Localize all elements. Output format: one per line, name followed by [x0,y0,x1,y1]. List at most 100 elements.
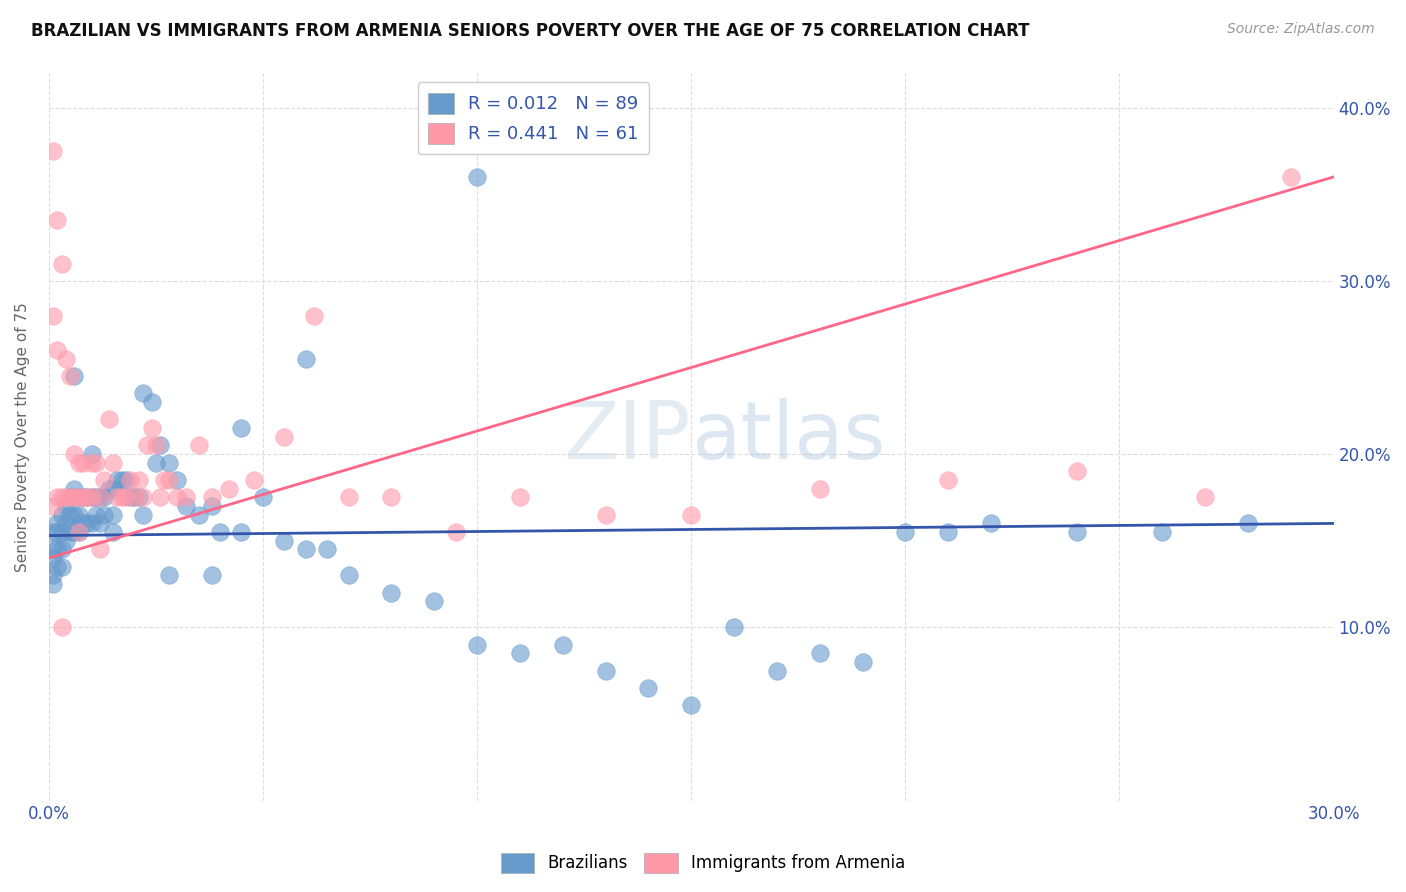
Point [93,491,115,505]
Point [59,508,82,522]
Point [132,508,155,522]
Point [101,456,124,470]
Point [84,491,107,505]
Point [551,638,574,652]
Point [149,438,172,452]
Point [76,491,98,505]
Point [115,473,138,487]
Point [149,491,172,505]
Point [316,542,339,557]
Point [51,542,73,557]
Point [380,491,402,505]
Point [444,525,467,540]
Point [110,491,132,505]
Point [51,525,73,540]
Point [115,491,138,505]
Point [80,456,103,470]
Point [42,144,65,158]
Point [80,447,103,461]
Point [120,473,142,487]
Point [637,681,659,695]
Point [894,525,917,540]
Point [42,309,65,323]
Point [141,421,163,435]
Point [1066,465,1088,479]
Text: Source: ZipAtlas.com: Source: ZipAtlas.com [1227,22,1375,37]
Point [46,542,69,557]
Point [59,525,82,540]
Point [51,620,73,634]
Point [101,508,124,522]
Point [808,482,831,496]
Legend: R = 0.012   N = 89, R = 0.441   N = 61: R = 0.012 N = 89, R = 0.441 N = 61 [418,82,650,154]
Point [84,508,107,522]
Point [76,516,98,531]
Point [51,559,73,574]
Point [218,482,240,496]
Point [128,473,150,487]
Point [46,525,69,540]
Point [808,646,831,660]
Point [157,568,180,582]
Point [294,542,316,557]
Point [141,395,163,409]
Point [105,491,128,505]
Point [157,456,180,470]
Point [42,499,65,513]
Point [145,456,167,470]
Point [465,169,488,184]
Point [187,438,209,452]
Point [51,256,73,270]
Legend: Brazilians, Immigrants from Armenia: Brazilians, Immigrants from Armenia [494,847,912,880]
Point [67,525,90,540]
Point [63,525,86,540]
Point [93,473,115,487]
Point [67,508,90,522]
Point [200,568,222,582]
Point [132,491,155,505]
Point [46,213,69,227]
Point [187,508,209,522]
Point [273,430,295,444]
Point [153,473,176,487]
Point [72,491,94,505]
Point [59,491,82,505]
Point [63,508,86,522]
Point [42,542,65,557]
Point [97,482,120,496]
Point [243,473,266,487]
Point [294,351,316,366]
Point [72,491,94,505]
Point [101,482,124,496]
Point [1152,525,1174,540]
Point [89,491,111,505]
Point [252,491,274,505]
Point [42,577,65,591]
Point [55,499,77,513]
Point [766,664,789,678]
Point [157,473,180,487]
Point [1194,491,1216,505]
Point [209,525,232,540]
Point [63,447,86,461]
Point [42,525,65,540]
Point [89,542,111,557]
Point [67,525,90,540]
Point [423,594,446,608]
Point [80,491,103,505]
Point [681,508,703,522]
Point [63,369,86,384]
Point [93,508,115,522]
Point [681,698,703,713]
Point [42,568,65,582]
Point [166,473,188,487]
Point [465,638,488,652]
Point [67,491,90,505]
Point [63,491,86,505]
Point [76,491,98,505]
Point [595,664,617,678]
Point [1279,169,1302,184]
Point [851,655,873,669]
Point [55,516,77,531]
Point [136,438,159,452]
